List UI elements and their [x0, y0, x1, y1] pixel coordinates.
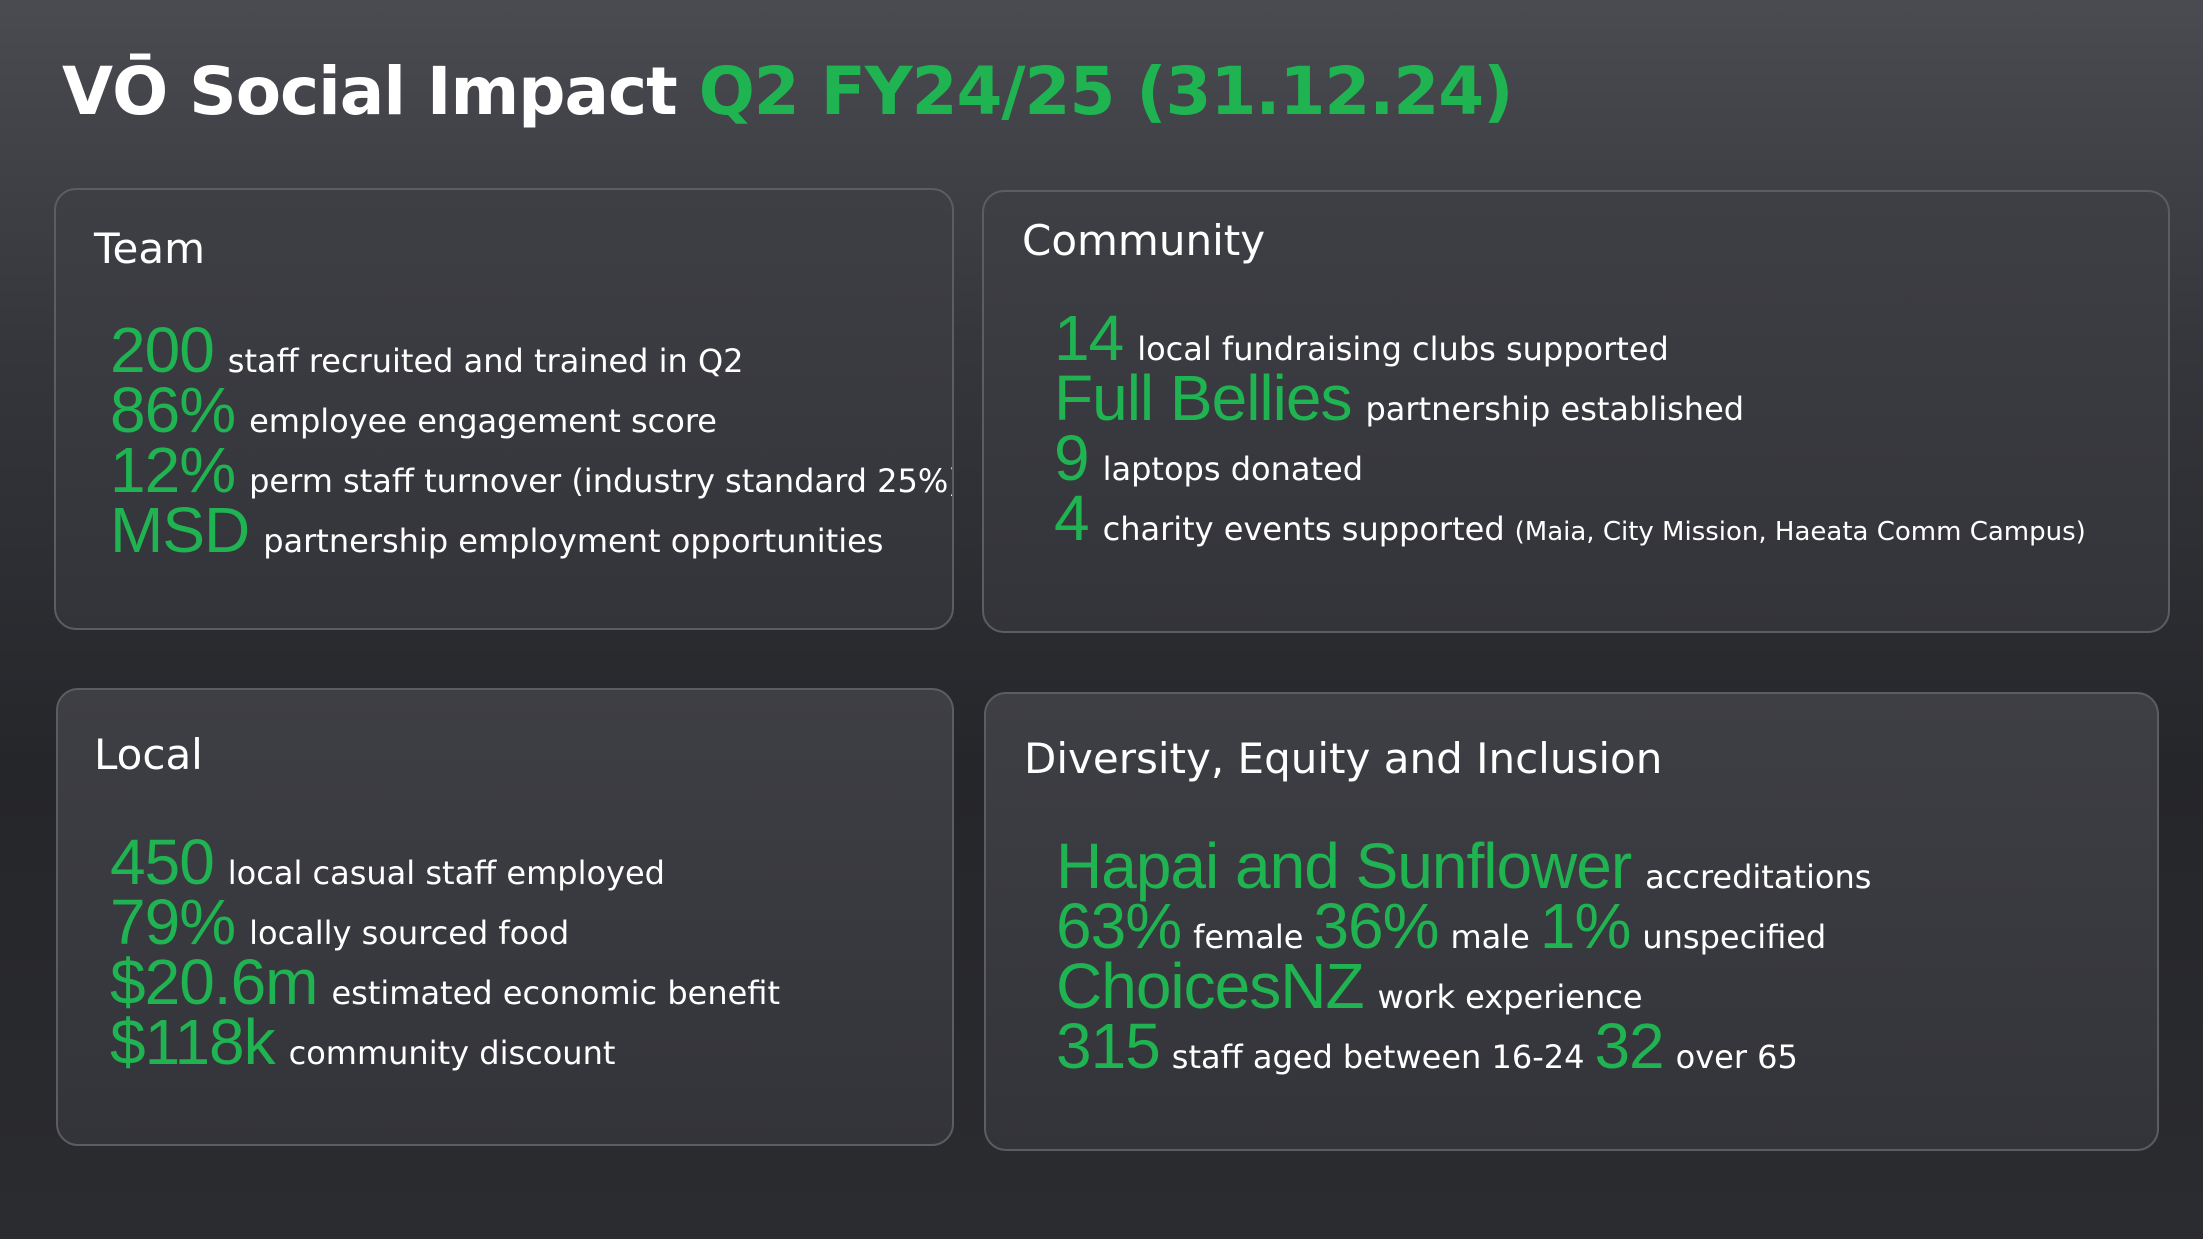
stat-label: partnership employment opportunities [263, 522, 884, 560]
stat-label: perm staff turnover (industry standard 2… [249, 462, 954, 500]
dei-age-row: 315 staff aged between 16-24 32 over 65 [1056, 1010, 1871, 1082]
stat-value: 12% [110, 434, 236, 506]
community-stat-row: Full Bellies partnership established [1054, 362, 2086, 434]
slide-title: VŌ Social Impact Q2 FY24/25 (31.12.24) [62, 52, 1514, 131]
stat-label: community discount [288, 1034, 616, 1072]
stat-label: work experience [1377, 978, 1643, 1016]
female-label: female [1193, 918, 1304, 956]
stat-value: 79% [110, 886, 236, 958]
local-stat-row: $20.6m estimated economic benefit [110, 946, 780, 1018]
local-panel: Local 450 local casual staff employed 79… [56, 688, 954, 1146]
team-panel: Team 200 staff recruited and trained in … [54, 188, 954, 630]
stat-value: 4 [1054, 482, 1090, 554]
dei-heading: Diversity, Equity and Inclusion [1024, 734, 1663, 783]
community-stats: 14 local fundraising clubs supported Ful… [1054, 302, 2086, 554]
young-staff-value: 315 [1056, 1010, 1161, 1082]
stat-value: 86% [110, 374, 236, 446]
dei-panel: Diversity, Equity and Inclusion Hapai an… [984, 692, 2159, 1151]
local-stat-row: 450 local casual staff employed [110, 826, 780, 898]
team-stat-row: 12% perm staff turnover (industry standa… [110, 434, 952, 506]
stat-label: laptops donated [1102, 450, 1364, 488]
stat-value: 450 [110, 826, 215, 898]
stat-note: (Maia, City Mission, Haeata Comm Campus) [1514, 517, 2086, 547]
team-stat-row: 86% employee engagement score [110, 374, 952, 446]
stat-label: accreditations [1645, 858, 1872, 896]
stat-value: $20.6m [110, 946, 318, 1018]
dei-stats: Hapai and Sunflower accreditations 63% f… [1056, 830, 1871, 1082]
community-stat-row: 4 charity events supported (Maia, City M… [1054, 482, 2086, 554]
team-stat-row: 200 staff recruited and trained in Q2 [110, 314, 952, 386]
stat-value: MSD [110, 494, 250, 566]
stat-label: local fundraising clubs supported [1137, 330, 1669, 368]
male-value: 36% [1313, 890, 1439, 962]
title-accent: Q2 FY24/25 (31.12.24) [698, 53, 1514, 130]
stat-label: estimated economic benefit [331, 974, 780, 1012]
stat-value: 9 [1054, 422, 1090, 494]
male-label: male [1450, 918, 1530, 956]
local-stat-row: 79% locally sourced food [110, 886, 780, 958]
stat-label: staff recruited and trained in Q2 [227, 342, 744, 380]
community-panel: Community 14 local fundraising clubs sup… [982, 190, 2170, 633]
stat-label: charity events supported [1102, 510, 1505, 548]
local-stat-row: $118k community discount [110, 1006, 780, 1078]
stat-value: Full Bellies [1054, 362, 1352, 434]
stat-value: 200 [110, 314, 215, 386]
stat-label: employee engagement score [249, 402, 717, 440]
dei-stat-row: ChoicesNZ work experience [1056, 950, 1871, 1022]
local-heading: Local [94, 730, 203, 779]
unspecified-label: unspecified [1642, 918, 1827, 956]
stat-value: 14 [1054, 302, 1124, 374]
unspecified-value: 1% [1539, 890, 1631, 962]
stat-label: partnership established [1365, 390, 1745, 428]
dei-gender-row: 63% female 36% male 1% unspecified [1056, 890, 1871, 962]
team-stat-row: MSD partnership employment opportunities [110, 494, 952, 566]
young-staff-label: staff aged between 16-24 [1171, 1038, 1585, 1076]
female-value: 63% [1056, 890, 1182, 962]
team-heading: Team [94, 224, 206, 273]
stat-label: locally sourced food [249, 914, 570, 952]
stat-label: local casual staff employed [227, 854, 665, 892]
stat-value: Hapai and Sunflower [1056, 830, 1632, 902]
community-stat-row: 14 local fundraising clubs supported [1054, 302, 2086, 374]
title-main: VŌ Social Impact [62, 53, 678, 130]
stat-value: $118k [110, 1006, 276, 1078]
community-heading: Community [1022, 216, 1266, 265]
older-staff-label: over 65 [1675, 1038, 1798, 1076]
community-stat-row: 9 laptops donated [1054, 422, 2086, 494]
older-staff-value: 32 [1594, 1010, 1664, 1082]
team-stats: 200 staff recruited and trained in Q2 86… [110, 314, 952, 566]
dei-stat-row: Hapai and Sunflower accreditations [1056, 830, 1871, 902]
local-stats: 450 local casual staff employed 79% loca… [110, 826, 780, 1078]
stat-value: ChoicesNZ [1056, 950, 1365, 1022]
